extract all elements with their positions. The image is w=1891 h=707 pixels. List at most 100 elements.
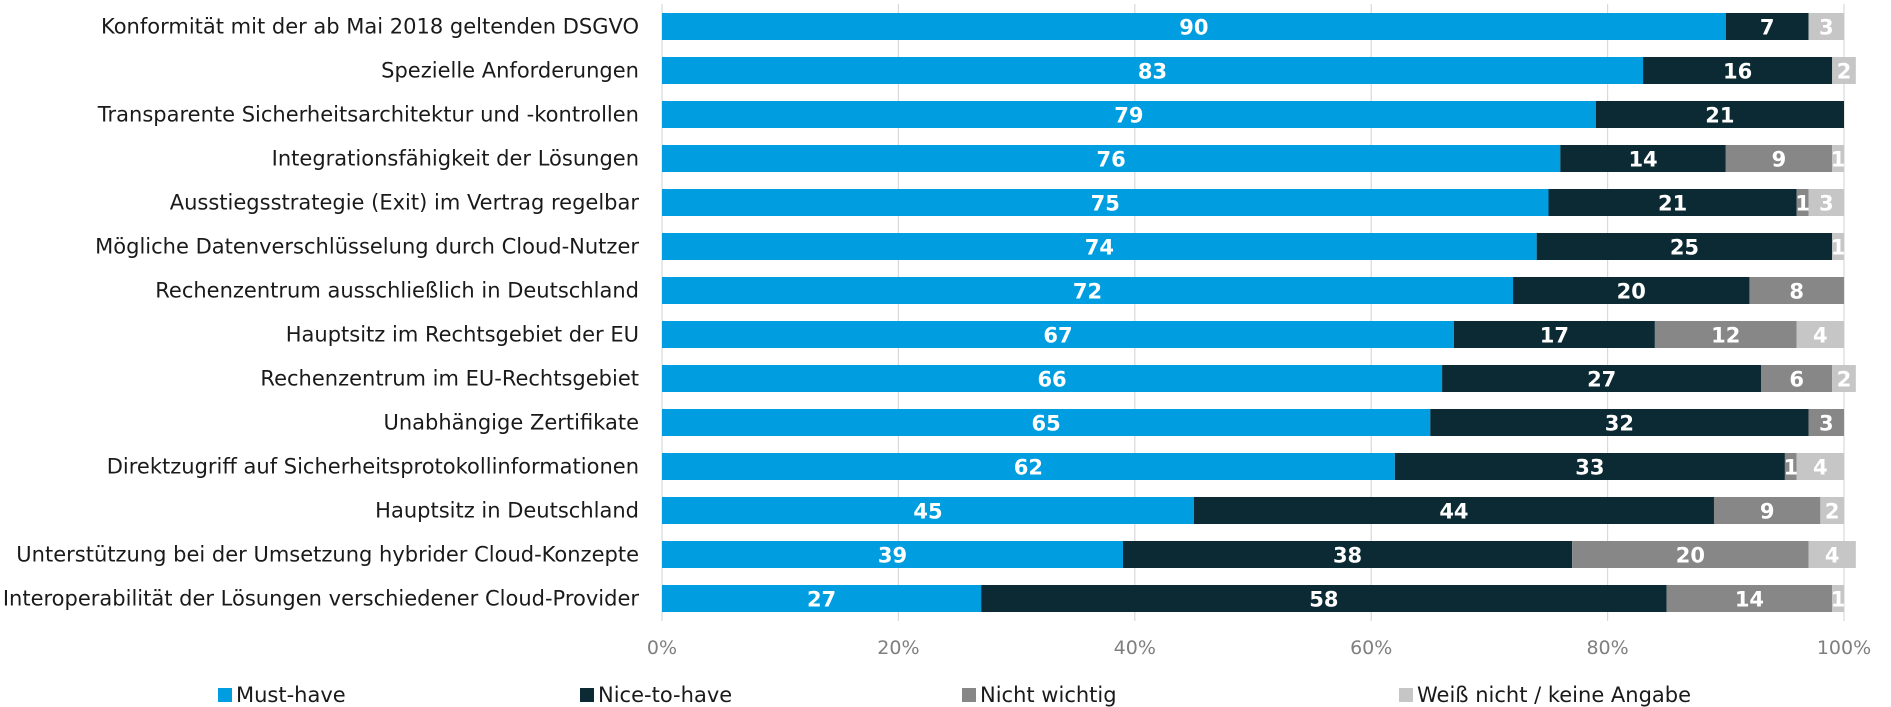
data-label: 1 [1795, 192, 1810, 216]
category-labels: Konformität mit der ab Mai 2018 geltende… [3, 15, 640, 611]
category-label: Unterstützung bei der Umsetzung hybrider… [16, 543, 639, 567]
data-label: 20 [1617, 280, 1646, 304]
data-label: 33 [1575, 456, 1604, 480]
data-label: 4 [1813, 456, 1828, 480]
x-tick-label: 20% [877, 637, 919, 659]
data-label: 25 [1670, 236, 1699, 260]
data-label: 1 [1783, 456, 1798, 480]
bar-segment [1122, 541, 1573, 568]
data-label: 2 [1825, 500, 1840, 524]
data-label: 14 [1628, 148, 1657, 172]
legend: Must-have Nice-to-have Nicht wichtig Weiß n… [218, 683, 1691, 707]
data-label: 12 [1711, 324, 1740, 348]
data-label: 45 [913, 500, 942, 524]
bar-segment [1832, 585, 1844, 612]
legend-swatch [218, 688, 232, 702]
bar-segment [1394, 453, 1785, 480]
data-label: 90 [1179, 16, 1208, 40]
bar-segment [662, 541, 1123, 568]
data-label: 8 [1789, 280, 1804, 304]
data-label: 4 [1825, 544, 1840, 568]
data-label: 1 [1831, 588, 1846, 612]
bar-segment [1654, 321, 1797, 348]
bar-segment [662, 145, 1561, 172]
bar-segment [1808, 409, 1844, 436]
bar-segment [1832, 57, 1856, 84]
data-label: 76 [1097, 148, 1126, 172]
data-label: 3 [1819, 16, 1834, 40]
bar-segment [662, 233, 1537, 260]
bar-segment [1808, 189, 1844, 216]
bar-segment [1453, 321, 1655, 348]
legend-label: Nice-to-have [598, 683, 732, 707]
data-label: 17 [1540, 324, 1569, 348]
data-label: 39 [878, 544, 907, 568]
category-label: Rechenzentrum im EU-Rechtsgebiet [260, 367, 639, 391]
legend-swatch [1399, 688, 1413, 702]
bar-segment [662, 409, 1431, 436]
data-label: 1 [1831, 236, 1846, 260]
bar-segment [1643, 57, 1833, 84]
bar-segment [1808, 13, 1844, 40]
bar-segment [1442, 365, 1762, 392]
bar-segment [1193, 497, 1714, 524]
bar-segment [1713, 497, 1821, 524]
bar-segment [1808, 541, 1856, 568]
bar-segment [662, 189, 1549, 216]
category-label: Interoperabilität der Lösungen verschied… [3, 587, 640, 611]
bar-segment [981, 585, 1667, 612]
bar-segment [662, 13, 1726, 40]
data-label: 62 [1014, 456, 1043, 480]
data-label: 75 [1091, 192, 1120, 216]
data-label: 27 [1587, 368, 1616, 392]
data-label: 38 [1333, 544, 1362, 568]
bar-segment [1832, 145, 1844, 172]
bar-segment [1749, 277, 1844, 304]
x-tick-label: 40% [1114, 637, 1156, 659]
data-label: 2 [1837, 368, 1852, 392]
category-label: Hauptsitz in Deutschland [375, 499, 639, 523]
bar-segment [662, 585, 982, 612]
data-label: 9 [1772, 148, 1787, 172]
x-tick-label: 60% [1350, 637, 1392, 659]
x-tick-label: 80% [1586, 637, 1628, 659]
data-label: 21 [1658, 192, 1687, 216]
data-label: 65 [1032, 412, 1061, 436]
category-label: Hauptsitz im Rechtsgebiet der EU [286, 323, 639, 347]
data-label: 27 [807, 588, 836, 612]
category-label: Konformität mit der ab Mai 2018 geltende… [101, 15, 639, 39]
data-label: 6 [1789, 368, 1804, 392]
bar-segment [662, 497, 1194, 524]
data-label: 3 [1819, 412, 1834, 436]
bar-segment [662, 321, 1454, 348]
bar-segment [1761, 365, 1833, 392]
bar-segment [1832, 233, 1844, 260]
data-label: 83 [1138, 60, 1167, 84]
bar-segment [1595, 101, 1844, 128]
category-label: Mögliche Datenverschlüsselung durch Clou… [95, 235, 639, 259]
category-label: Unabhängige Zertifikate [383, 411, 639, 435]
category-label: Direktzugriff auf Sicherheitsprotokollin… [107, 455, 639, 479]
data-label: 58 [1309, 588, 1338, 612]
bar-segment [1666, 585, 1833, 612]
data-label: 9 [1760, 500, 1775, 524]
bar-segment [1548, 189, 1797, 216]
category-label: Rechenzentrum ausschließlich in Deutschl… [155, 279, 639, 303]
bar-segment [1784, 453, 1797, 480]
data-label: 1 [1831, 148, 1846, 172]
bar-segment [1430, 409, 1809, 436]
data-label: 2 [1837, 60, 1852, 84]
bar-segment [1513, 277, 1750, 304]
data-label: 3 [1819, 192, 1834, 216]
data-label: 7 [1760, 16, 1775, 40]
bar-segment [1796, 321, 1844, 348]
bar-segment [1536, 233, 1833, 260]
data-label: 21 [1705, 104, 1734, 128]
data-label: 66 [1037, 368, 1066, 392]
data-label: 79 [1114, 104, 1143, 128]
bar-segment [1725, 145, 1833, 172]
x-tick-label: 100% [1817, 637, 1871, 659]
legend-label: Nicht wichtig [980, 683, 1117, 707]
